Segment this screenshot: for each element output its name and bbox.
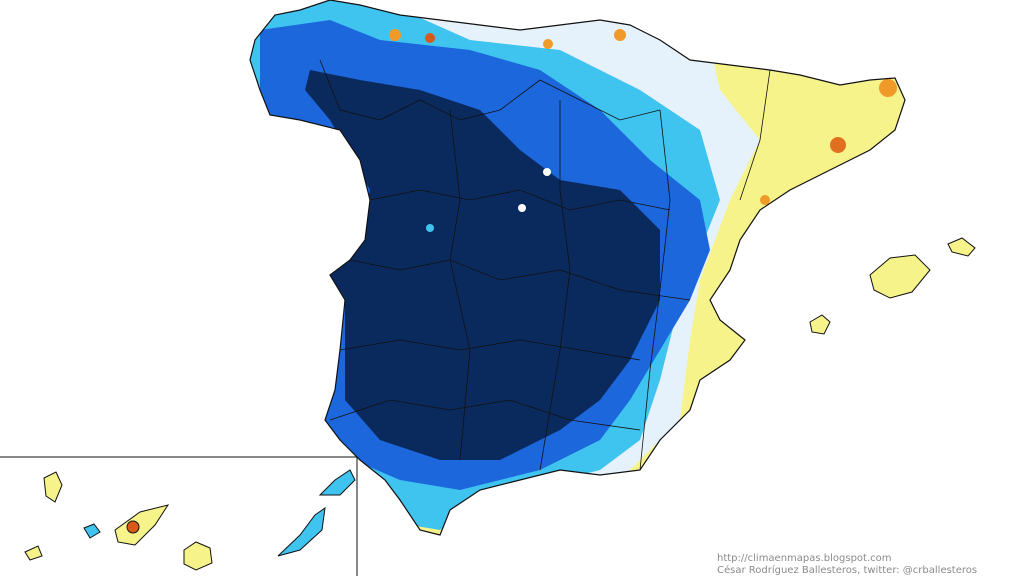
coastline — [249, 0, 906, 536]
spain-mainland — [250, 0, 905, 535]
province-borders — [319, 59, 771, 471]
canary-inset-frame — [0, 456, 358, 576]
canary-islands — [24, 469, 356, 571]
credit-url: http://climaenmapas.blogspot.com — [717, 553, 892, 564]
credit-author: César Rodríguez Ballesteros, twitter: @c… — [717, 564, 977, 576]
balearic-islands — [809, 237, 976, 335]
